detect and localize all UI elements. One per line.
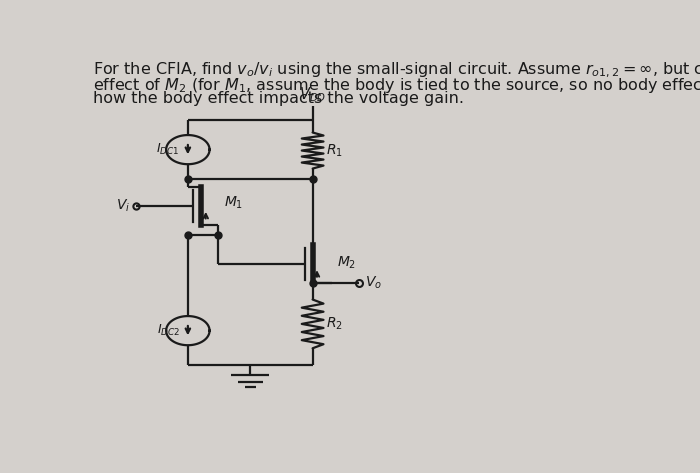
Text: how the body effect impacts the voltage gain.: how the body effect impacts the voltage …: [93, 91, 464, 106]
Text: $M_2$: $M_2$: [337, 254, 356, 271]
Text: $R_2$: $R_2$: [326, 315, 343, 332]
Text: For the CFIA, find $v_o/v_i$ using the small-signal circuit. Assume $r_{o1,2}=\i: For the CFIA, find $v_o/v_i$ using the s…: [93, 61, 700, 80]
Text: $R_1$: $R_1$: [326, 142, 343, 159]
Text: $V_{DD}$: $V_{DD}$: [299, 86, 326, 104]
Text: effect of $M_2$ (for $M_1$, assume the body is tied to the source, so no body ef: effect of $M_2$ (for $M_1$, assume the b…: [93, 76, 700, 95]
Text: $V_i$: $V_i$: [116, 198, 130, 214]
Text: $M_1$: $M_1$: [224, 194, 244, 210]
Text: $I_{DC1}$: $I_{DC1}$: [157, 142, 180, 157]
Text: $V_o$: $V_o$: [365, 275, 382, 291]
Text: $I_{DC2}$: $I_{DC2}$: [157, 323, 180, 338]
